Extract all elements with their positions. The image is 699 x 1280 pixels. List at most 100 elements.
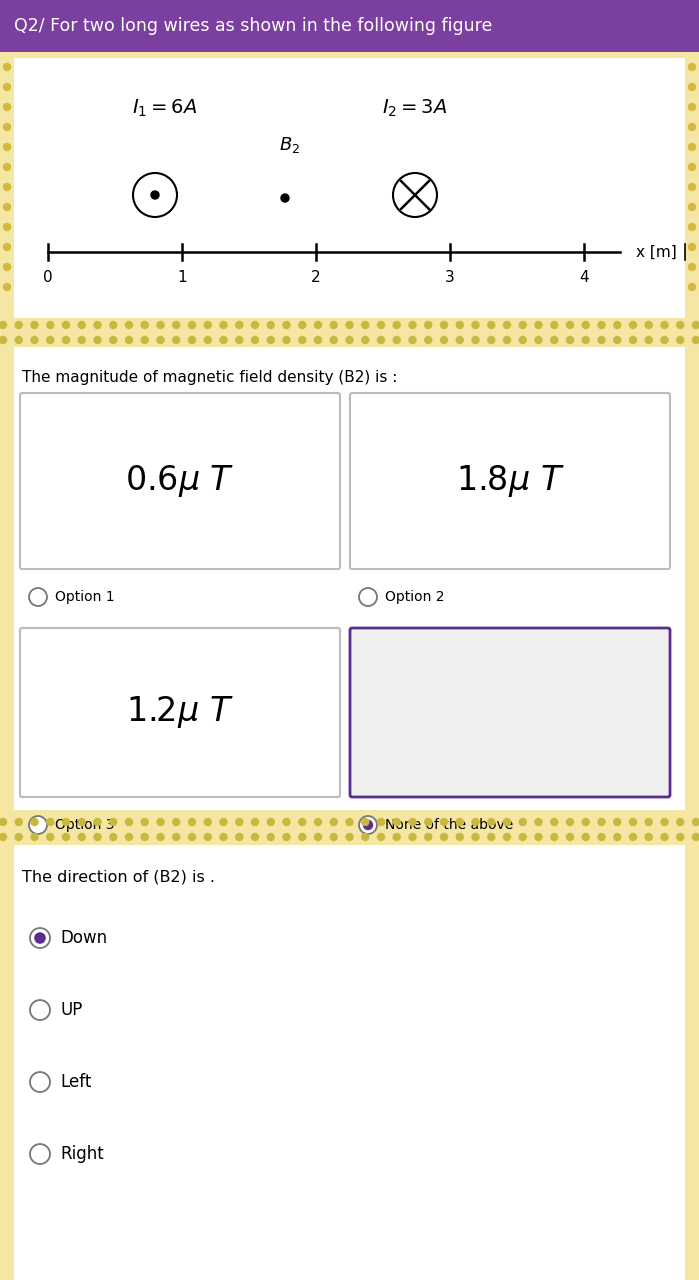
Circle shape [677,337,684,343]
Circle shape [472,833,479,841]
Circle shape [267,321,274,329]
Circle shape [689,183,696,191]
Circle shape [614,833,621,841]
Bar [14,845,685,1280]
Circle shape [3,264,10,270]
Circle shape [252,337,259,343]
Circle shape [582,818,589,826]
Circle shape [283,833,290,841]
Circle shape [394,833,401,841]
Circle shape [15,337,22,343]
Circle shape [551,321,558,329]
Circle shape [409,818,416,826]
Circle shape [689,243,696,251]
Text: Down: Down [60,929,107,947]
Circle shape [689,264,696,270]
Circle shape [47,321,54,329]
FancyBboxPatch shape [350,393,670,570]
Text: Right: Right [60,1146,103,1164]
Circle shape [189,818,196,826]
Circle shape [3,204,10,210]
Circle shape [440,833,447,841]
Circle shape [472,818,479,826]
Circle shape [598,833,605,841]
Circle shape [566,321,573,329]
Circle shape [141,818,148,826]
Circle shape [78,337,85,343]
Circle shape [689,143,696,151]
Circle shape [173,818,180,826]
Circle shape [30,928,50,948]
Circle shape [31,321,38,329]
Circle shape [34,932,46,943]
Circle shape [456,818,463,826]
Circle shape [29,817,47,835]
Circle shape [30,1000,50,1020]
Circle shape [3,104,10,110]
Circle shape [598,321,605,329]
Circle shape [661,321,668,329]
Circle shape [3,183,10,191]
Circle shape [126,833,133,841]
Circle shape [15,818,22,826]
Text: $0.6\mu$ T: $0.6\mu$ T [125,463,235,499]
Circle shape [693,321,699,329]
Circle shape [346,321,353,329]
Circle shape [582,321,589,329]
Circle shape [503,337,510,343]
Circle shape [189,321,196,329]
Text: $1.2\mu$ T: $1.2\mu$ T [127,695,233,731]
Circle shape [535,321,542,329]
Circle shape [551,833,558,841]
Circle shape [3,224,10,230]
Text: 2: 2 [311,270,321,285]
Circle shape [62,833,69,841]
Text: None of the above: None of the above [385,818,513,832]
Circle shape [425,833,432,841]
Circle shape [394,818,401,826]
Circle shape [519,833,526,841]
Circle shape [503,818,510,826]
Circle shape [47,818,54,826]
Circle shape [472,337,479,343]
Circle shape [315,818,322,826]
Circle shape [126,337,133,343]
Circle shape [151,191,159,198]
Circle shape [62,818,69,826]
Circle shape [614,337,621,343]
Circle shape [661,337,668,343]
Circle shape [582,833,589,841]
Circle shape [267,818,274,826]
Circle shape [3,243,10,251]
Circle shape [535,833,542,841]
Text: Option 2: Option 2 [385,590,445,604]
Circle shape [298,818,305,826]
Circle shape [94,321,101,329]
Text: The magnitude of magnetic field density (B2) is :: The magnitude of magnetic field density … [22,370,397,385]
Circle shape [141,337,148,343]
Circle shape [393,173,437,218]
Circle shape [519,818,526,826]
Circle shape [252,833,259,841]
Circle shape [29,588,47,605]
Text: 1: 1 [177,270,187,285]
Text: Left: Left [60,1073,92,1091]
Circle shape [298,833,305,841]
Circle shape [94,337,101,343]
Circle shape [283,321,290,329]
Circle shape [204,337,211,343]
Circle shape [189,833,196,841]
Circle shape [3,64,10,70]
Circle shape [0,833,6,841]
Circle shape [283,818,290,826]
Circle shape [689,164,696,170]
Circle shape [614,321,621,329]
Circle shape [315,833,322,841]
Circle shape [689,64,696,70]
Circle shape [0,337,6,343]
Circle shape [409,337,416,343]
Circle shape [359,588,377,605]
Circle shape [298,321,305,329]
Circle shape [689,104,696,110]
Text: Option 1: Option 1 [55,590,115,604]
